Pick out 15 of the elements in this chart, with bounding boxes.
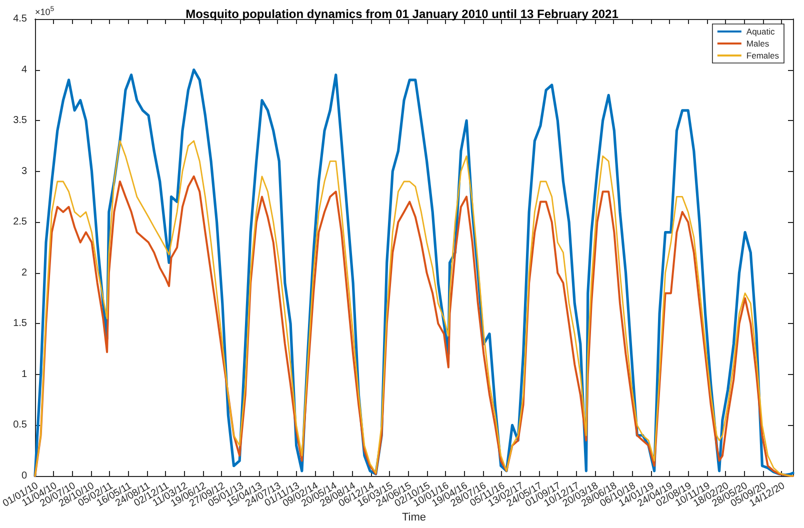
y-tick-label: 2 (21, 267, 28, 278)
y-tick-label: 3 (21, 166, 28, 177)
y-tick-label: 3.5 (13, 115, 28, 126)
chart-title: Mosquito population dynamics from 01 January 2010 until 13 February 2021 (186, 7, 619, 21)
y-tick-label: 4 (21, 64, 28, 76)
y-tick-label: 4.5 (13, 14, 28, 24)
x-axis-title: Time (402, 512, 426, 524)
y-tick-label: 0 (21, 470, 28, 482)
legend-label: Aquatic (746, 26, 776, 36)
y-tick-label: 0.5 (13, 420, 28, 431)
legend-label: Males (746, 38, 770, 48)
y-tick-label: 1 (21, 368, 28, 380)
y-tick-label: 2.5 (13, 216, 28, 228)
y-tick-label: 1.5 (13, 318, 28, 330)
legend-label: Females (746, 50, 779, 60)
